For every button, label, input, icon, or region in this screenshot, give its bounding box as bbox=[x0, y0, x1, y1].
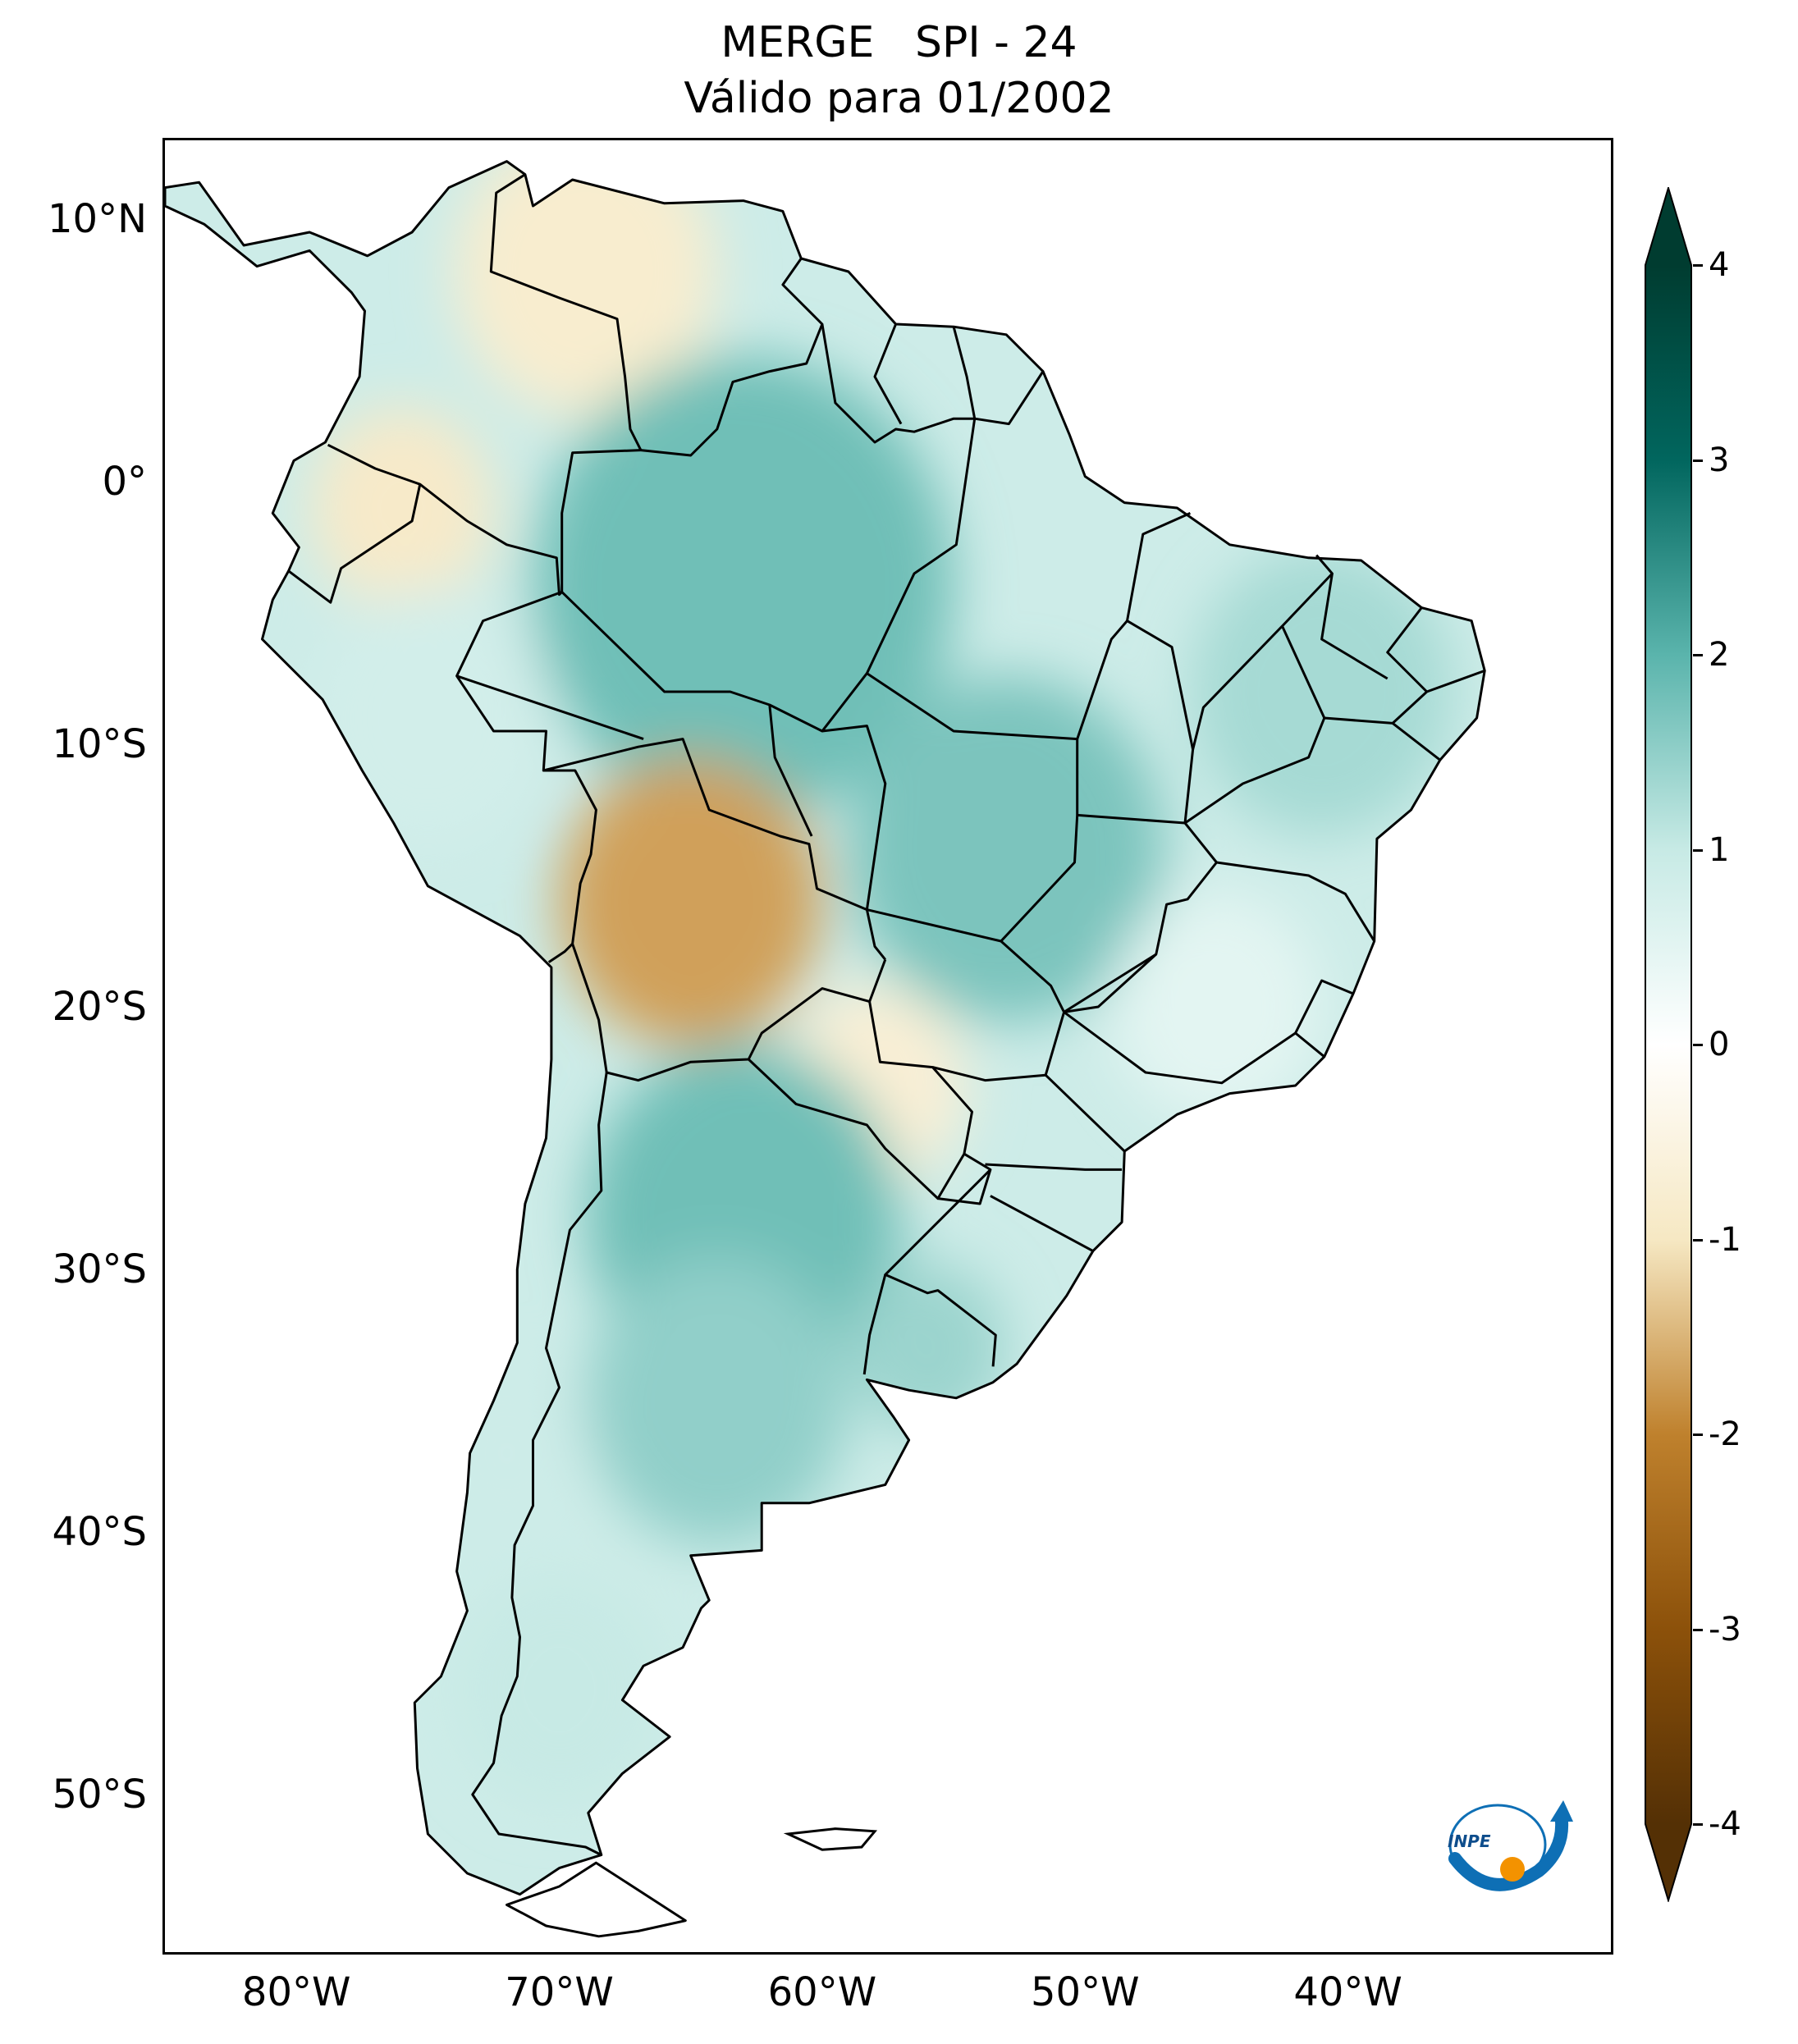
colorbar-tick-label: 1 bbox=[1709, 830, 1730, 869]
border-line bbox=[1294, 979, 1354, 1034]
spi-region bbox=[533, 355, 954, 818]
colorbar-extend-min bbox=[1645, 1824, 1691, 1900]
border-line bbox=[862, 1274, 887, 1375]
border-line bbox=[560, 449, 641, 592]
spi-region bbox=[848, 1261, 1007, 1435]
border-line bbox=[748, 1001, 973, 1200]
border-line bbox=[1045, 1074, 1126, 1153]
colorbar-tick-label: 2 bbox=[1709, 636, 1730, 674]
colorbar-tick-label: 3 bbox=[1709, 441, 1730, 479]
inpe-logo bbox=[1448, 1800, 1573, 1891]
border-line bbox=[866, 512, 1192, 741]
chart-subtitle: Válido para 01/2002 bbox=[684, 74, 1114, 123]
spi-region bbox=[848, 675, 1164, 1023]
spi-field bbox=[165, 161, 1485, 1895]
map-frame bbox=[162, 138, 1613, 1955]
south-america-map bbox=[165, 160, 1486, 1938]
spi-region bbox=[1111, 891, 1322, 1123]
spi-region bbox=[1190, 546, 1453, 837]
colorbar-tick-label: -2 bbox=[1709, 1415, 1741, 1453]
border-line bbox=[287, 443, 422, 604]
lat-tick-label: 30°S bbox=[52, 1246, 147, 1292]
border-line bbox=[456, 674, 644, 741]
colorbar-tick-label: -1 bbox=[1709, 1220, 1741, 1259]
border-line bbox=[768, 704, 813, 837]
border-line bbox=[419, 483, 563, 597]
colorbar-outline bbox=[1645, 187, 1692, 1902]
border-line bbox=[821, 725, 887, 910]
logo-arc bbox=[1448, 1815, 1569, 1891]
border-line bbox=[873, 323, 903, 425]
colorbar-tick-label: -3 bbox=[1709, 1610, 1741, 1648]
lat-tick-label: 10°S bbox=[52, 721, 147, 767]
lon-tick-label: 40°W bbox=[1293, 1969, 1402, 2015]
falkland-islands bbox=[783, 1827, 878, 1851]
lon-tick-label: 50°W bbox=[1030, 1969, 1140, 2015]
tierra-del-fuego bbox=[506, 1861, 687, 1938]
logo-arrow-icon bbox=[1550, 1800, 1573, 1822]
lat-tick-label: 40°S bbox=[52, 1509, 147, 1555]
colorbar-tick bbox=[1693, 1238, 1703, 1241]
lon-tick-label: 80°W bbox=[241, 1969, 351, 2015]
colorbar-tick bbox=[1693, 264, 1703, 267]
colorbar-tick bbox=[1693, 1044, 1703, 1046]
colorbar-tick bbox=[1693, 1434, 1703, 1436]
lat-tick-label: 50°S bbox=[52, 1772, 147, 1818]
spi-region bbox=[454, 1574, 665, 1805]
border-line bbox=[571, 943, 887, 1082]
border-line bbox=[1184, 625, 1326, 825]
border-line bbox=[884, 1168, 997, 1367]
border-line bbox=[640, 258, 824, 457]
chart-title: MERGE SPI - 24 bbox=[721, 18, 1077, 67]
spi-region bbox=[309, 588, 547, 848]
border-line bbox=[1386, 606, 1428, 693]
border-line bbox=[1320, 573, 1389, 680]
border-line bbox=[952, 326, 977, 419]
spi-region bbox=[559, 757, 822, 1047]
colorbar bbox=[1645, 187, 1692, 1902]
lat-tick-label: 10°N bbox=[48, 196, 147, 242]
spi-region bbox=[428, 1366, 586, 1540]
border-line bbox=[489, 173, 643, 451]
colorbar-body bbox=[1645, 265, 1691, 1824]
coastline bbox=[165, 160, 1486, 1896]
lat-tick-label: 0° bbox=[102, 459, 147, 505]
logo-text: INPE bbox=[1448, 1831, 1491, 1851]
border-line bbox=[821, 323, 1045, 444]
border-line bbox=[1063, 822, 1218, 1013]
lat-tick-label: 20°S bbox=[52, 984, 147, 1030]
political-borders bbox=[287, 173, 1485, 1938]
colorbar-tick bbox=[1693, 1823, 1703, 1826]
border-line bbox=[985, 1163, 1123, 1171]
colorbar-tick-label: 4 bbox=[1709, 246, 1730, 284]
colorbar-tick bbox=[1693, 1628, 1703, 1631]
border-line bbox=[1216, 861, 1375, 942]
border-line bbox=[1000, 738, 1079, 943]
border-line bbox=[990, 1195, 1094, 1252]
border-line bbox=[471, 1072, 608, 1856]
border-line bbox=[455, 590, 597, 963]
colorbar-tick-label: 0 bbox=[1709, 1026, 1730, 1063]
colorbar-tick-label: -4 bbox=[1709, 1805, 1741, 1843]
colorbar-tick bbox=[1693, 848, 1703, 852]
lon-tick-label: 70°W bbox=[505, 1969, 614, 2015]
spi-region bbox=[585, 1255, 849, 1546]
logo-dot bbox=[1500, 1857, 1525, 1882]
colorbar-extend-max bbox=[1645, 187, 1691, 265]
colorbar-tick bbox=[1693, 459, 1703, 462]
colorbar-tick bbox=[1693, 654, 1703, 656]
lon-tick-label: 60°W bbox=[767, 1969, 877, 2015]
border-line bbox=[542, 738, 886, 961]
